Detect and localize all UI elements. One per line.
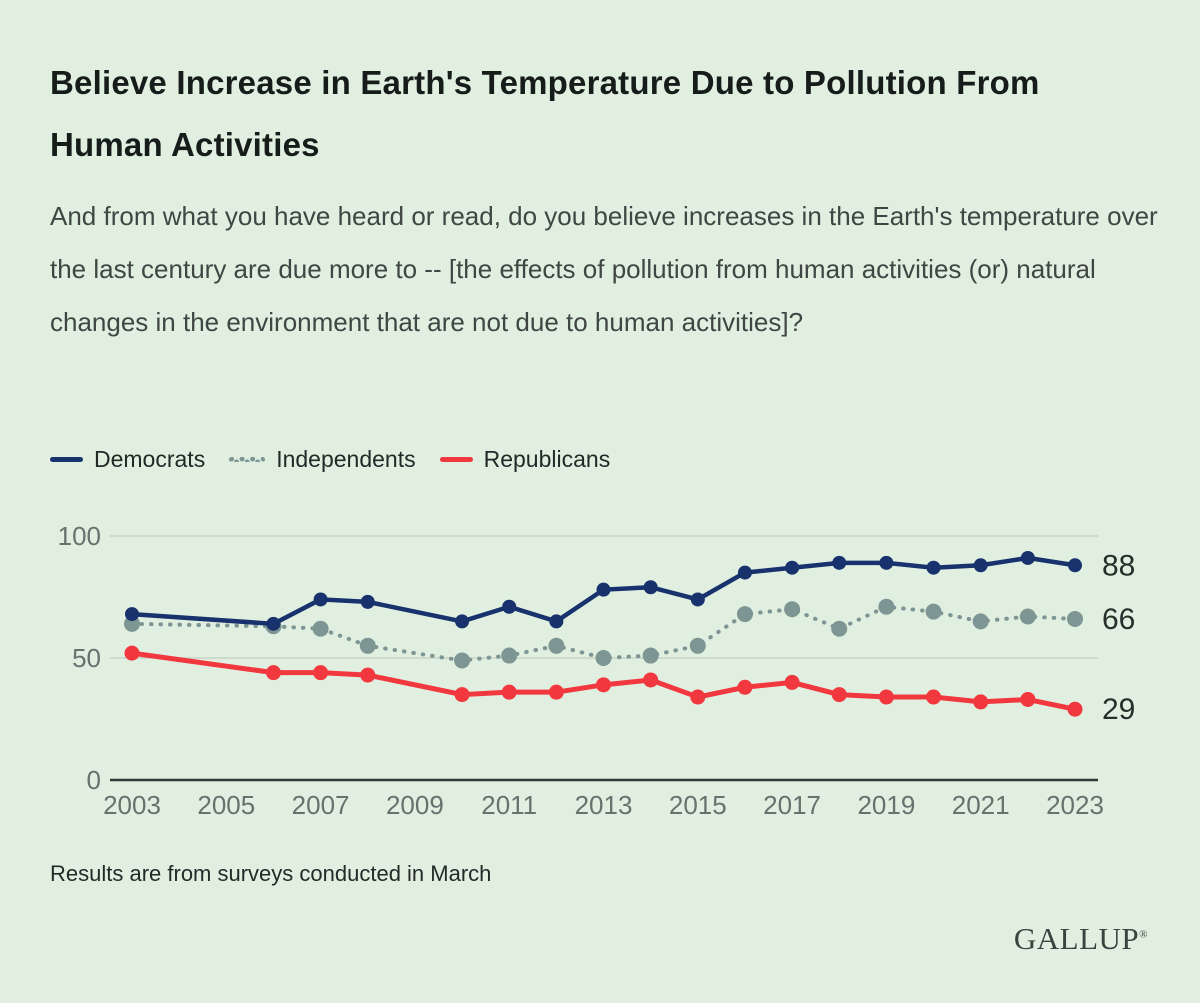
independents-point-2010 — [454, 652, 471, 669]
independents-line — [130, 604, 1077, 663]
x-tick-label-2015: 2015 — [669, 790, 727, 820]
republicans-end-value-label: 29 — [1102, 693, 1135, 726]
x-tick-label-2021: 2021 — [952, 790, 1010, 820]
independents-point-2013 — [595, 650, 612, 666]
independents-point-2017 — [784, 601, 801, 618]
independents-point-2018 — [831, 620, 848, 637]
independents-point-2007 — [312, 620, 329, 637]
y-tick-label-50: 50 — [72, 643, 101, 673]
x-tick-label-2003: 2003 — [103, 790, 161, 820]
republicans-point-2008 — [360, 667, 376, 683]
independents-point-2019 — [878, 598, 895, 615]
republicans-point-2019 — [878, 689, 894, 705]
independents-end-value-label: 66 — [1102, 603, 1135, 636]
legend-label-democrats: Democrats — [94, 446, 206, 472]
legend-label-republicans: Republicans — [483, 446, 611, 472]
democrats-point-2021 — [973, 558, 988, 573]
republicans-point-2023 — [1067, 701, 1083, 717]
independents-point-2012 — [548, 637, 565, 654]
democrats-point-2020 — [926, 560, 941, 575]
democrats-point-2015 — [690, 592, 705, 607]
republicans-point-2016 — [737, 679, 753, 695]
republicans-point-2003 — [124, 645, 140, 661]
republicans-point-2018 — [831, 687, 847, 703]
x-tick-label-2013: 2013 — [575, 790, 633, 820]
legend-item-independents: Independents — [229, 446, 416, 473]
independents-point-2016 — [736, 606, 753, 623]
republicans-point-2022 — [1020, 691, 1036, 707]
republicans-line — [131, 650, 1076, 712]
democrats-point-2003 — [125, 607, 139, 622]
y-tick-label-100: 100 — [58, 521, 101, 551]
independents-point-2023 — [1067, 610, 1083, 627]
republicans-point-2015 — [690, 689, 706, 705]
gallup-logo: GALLUP® — [1014, 921, 1148, 957]
x-tick-label-2007: 2007 — [292, 790, 350, 820]
democrats-point-2016 — [737, 565, 752, 580]
republicans-point-2007 — [313, 665, 329, 681]
chart-title: Believe Increase in Earth's Temperature … — [50, 64, 1040, 163]
democrats-point-2010 — [455, 614, 470, 629]
independents-point-2003 — [124, 615, 140, 632]
democrats-end-value-label: 88 — [1102, 549, 1135, 582]
democrats-point-2011 — [502, 599, 517, 614]
x-tick-label-2023: 2023 — [1046, 790, 1104, 820]
x-tick-label-2019: 2019 — [857, 790, 915, 820]
y-tick-label-0: 0 — [87, 765, 101, 795]
democrats-point-2008 — [360, 594, 375, 609]
democrats-series: 88 — [125, 549, 1135, 631]
democrats-line — [131, 555, 1076, 627]
democrats-point-2018 — [832, 555, 847, 570]
democrats-point-2012 — [549, 614, 564, 629]
democrats-point-2019 — [879, 555, 894, 570]
republicans-series: 29 — [124, 645, 1135, 726]
independents-point-2021 — [972, 613, 989, 630]
independents-point-2008 — [359, 637, 376, 654]
gallup-logo-text: GALLUP — [1013, 921, 1140, 956]
independents-line-swatch-icon — [229, 457, 266, 462]
democrats-point-2014 — [643, 580, 658, 595]
republicans-point-2021 — [973, 694, 989, 710]
democrats-point-2006 — [266, 616, 281, 631]
republicans-point-2013 — [596, 677, 611, 693]
republicans-point-2014 — [643, 672, 659, 688]
independents-point-2014 — [642, 647, 659, 664]
democrats-point-2007 — [313, 592, 328, 607]
democrats-line-swatch-icon — [50, 457, 83, 462]
independents-point-2015 — [689, 637, 706, 654]
independents-point-2011 — [501, 647, 518, 664]
republicans-point-2020 — [926, 689, 942, 705]
registered-trademark-icon: ® — [1139, 928, 1148, 941]
democrats-point-2017 — [785, 560, 800, 575]
republicans-point-2010 — [454, 687, 470, 703]
x-tick-label-2011: 2011 — [481, 790, 537, 820]
republicans-point-2017 — [784, 674, 800, 690]
x-tick-label-2017: 2017 — [763, 790, 821, 820]
survey-question-text: And from what you have heard or read, do… — [50, 201, 1158, 337]
democrats-point-2013 — [596, 582, 611, 597]
legend-item-democrats: Democrats — [50, 446, 205, 473]
independents-point-2022 — [1019, 608, 1036, 625]
chart-footnote: Results are from surveys conducted in Ma… — [50, 861, 492, 886]
independents-point-2020 — [925, 603, 942, 620]
legend-label-independents: Independents — [276, 446, 416, 472]
independents-series: 66 — [124, 598, 1135, 669]
republicans-point-2006 — [265, 665, 281, 681]
chart-legend: Democrats Independents Republicans — [50, 446, 610, 473]
x-tick-label-2005: 2005 — [197, 790, 255, 820]
republicans-point-2011 — [501, 684, 517, 700]
democrats-point-2023 — [1068, 558, 1082, 573]
republicans-point-2012 — [548, 684, 564, 700]
x-tick-label-2009: 2009 — [386, 790, 444, 820]
legend-item-republicans: Republicans — [439, 446, 611, 473]
republicans-line-swatch-icon — [439, 457, 473, 462]
democrats-point-2022 — [1020, 550, 1035, 565]
